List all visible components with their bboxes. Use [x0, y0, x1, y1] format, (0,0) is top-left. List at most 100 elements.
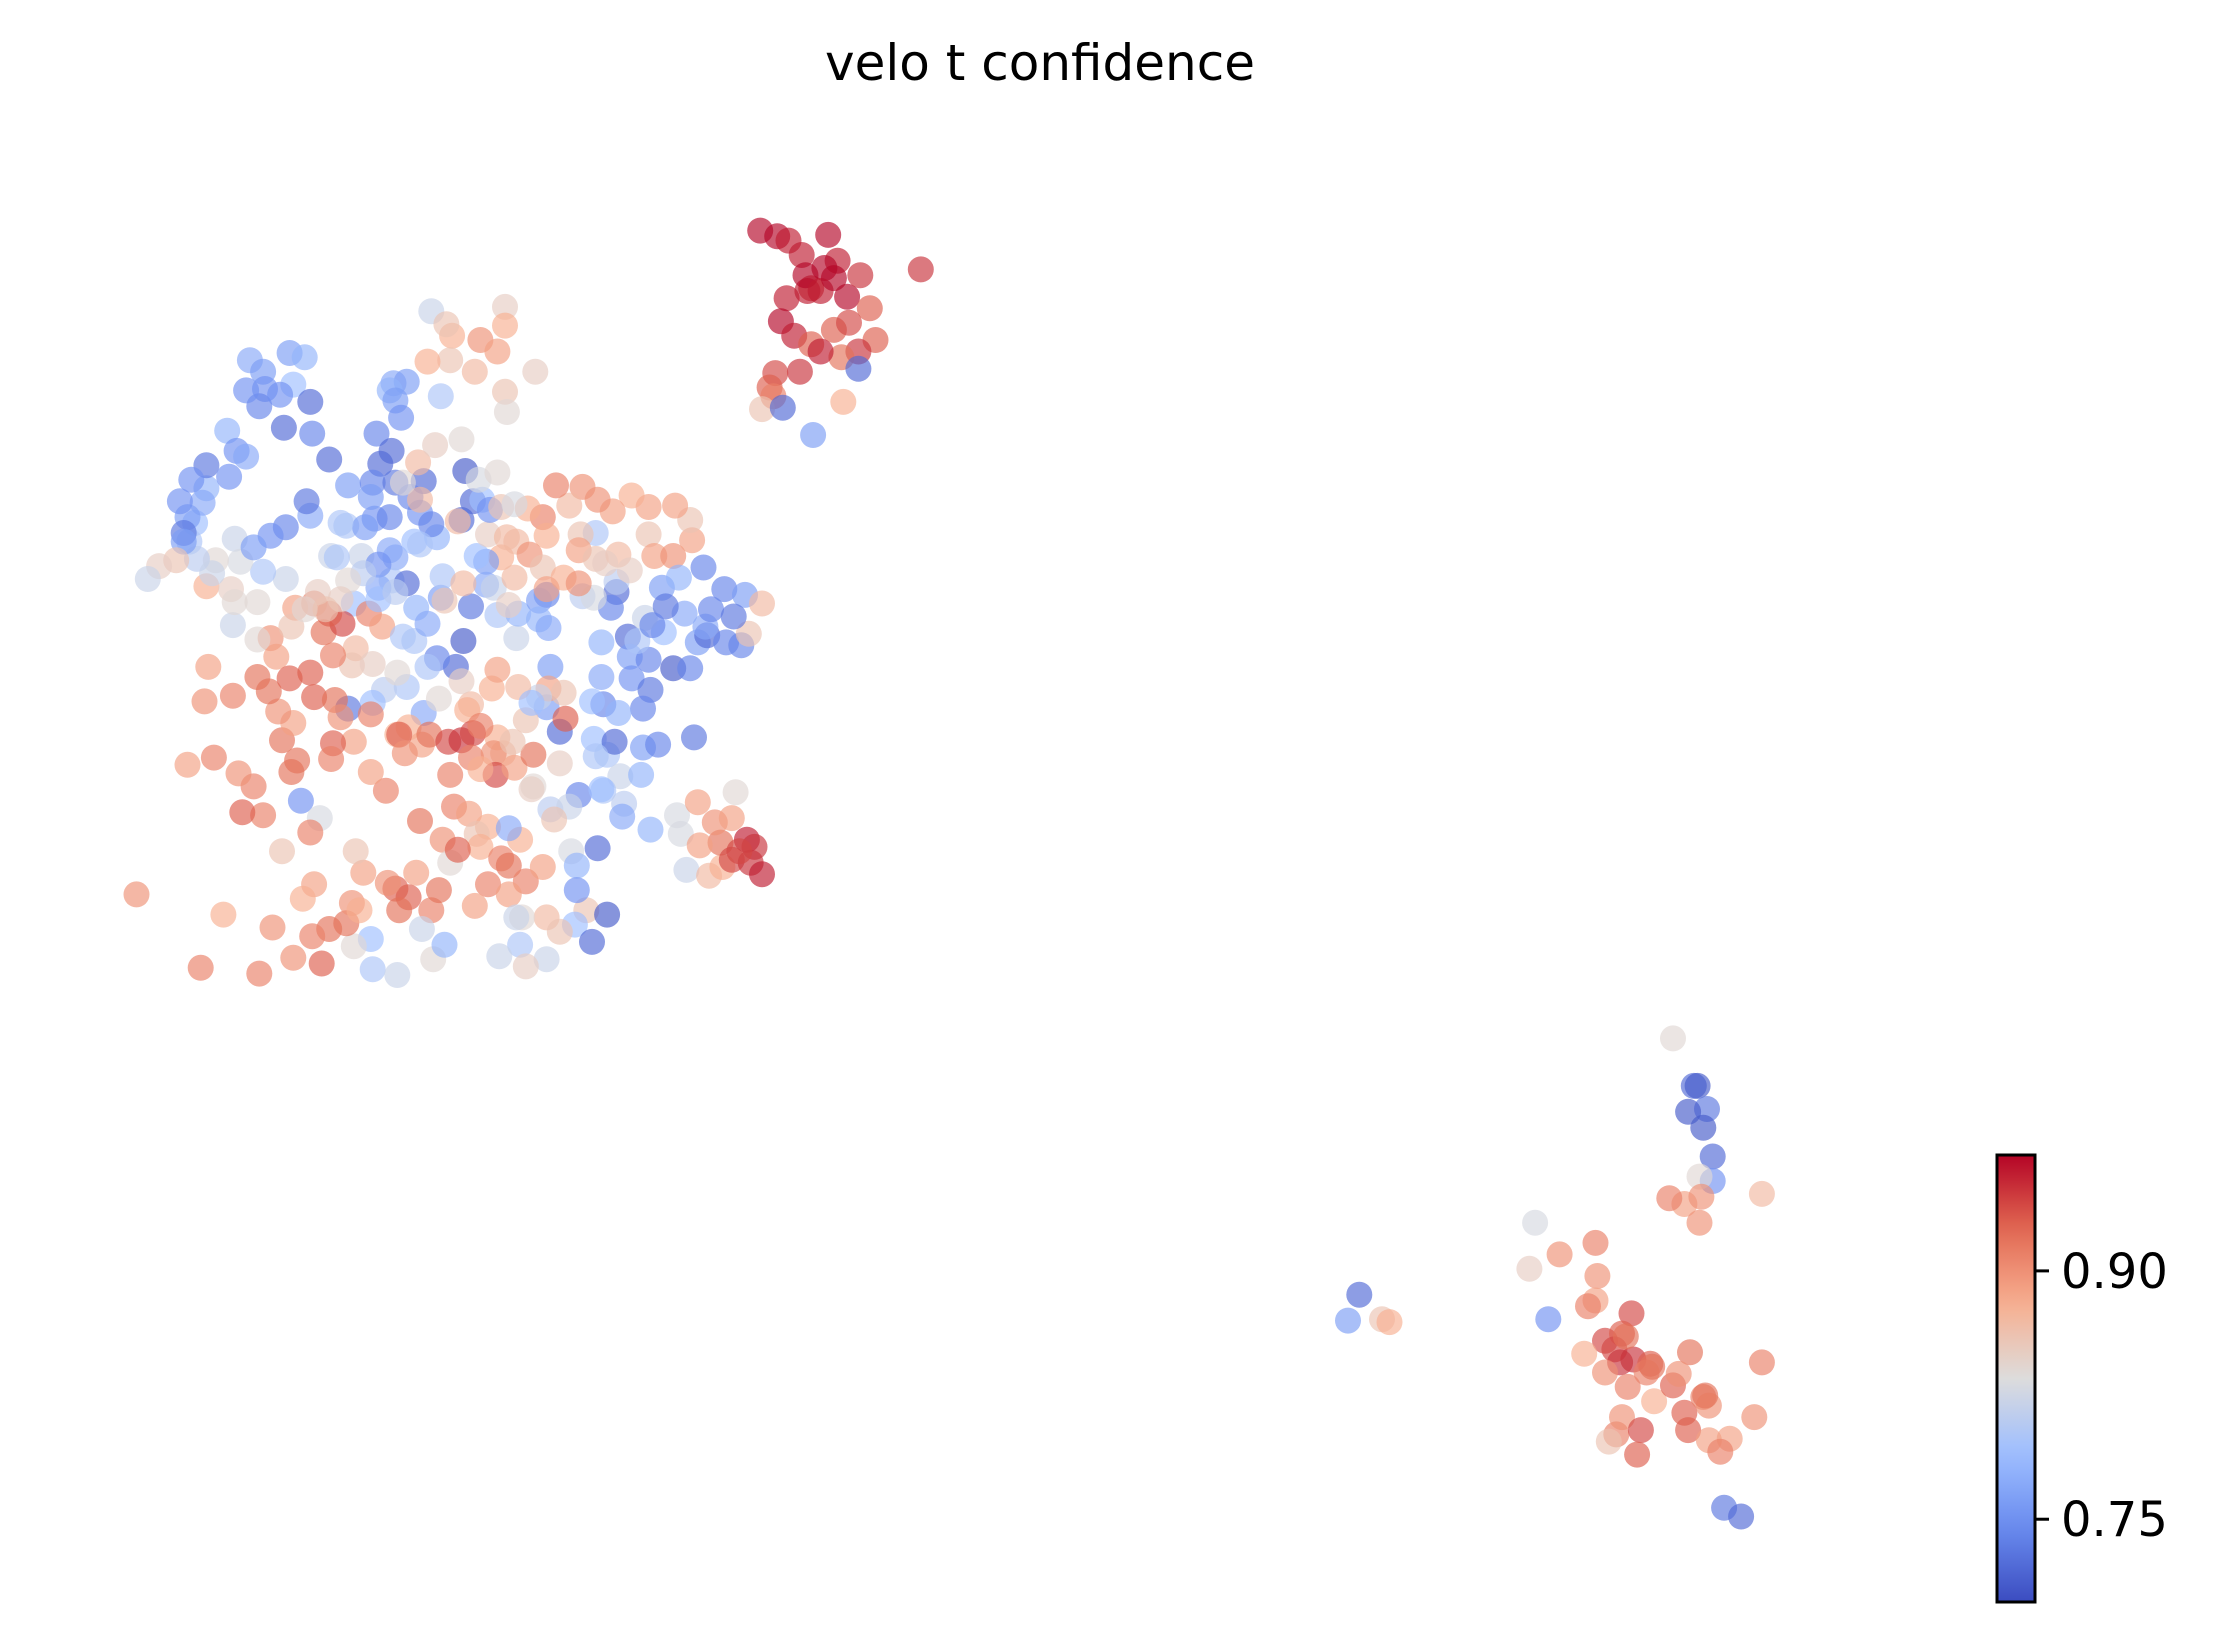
scatter-point [677, 655, 704, 682]
scatter-point [267, 381, 294, 408]
scatter-point [320, 642, 346, 669]
scatter-point [1546, 1241, 1573, 1268]
scatter-point [461, 892, 488, 919]
scatter-point [749, 396, 775, 423]
scatter-point [444, 836, 471, 863]
scatter-point [357, 701, 384, 728]
scatter-point [662, 492, 689, 519]
scatter-point [225, 760, 252, 787]
scatter-point [372, 777, 399, 804]
scatter-point [414, 610, 441, 637]
scatter-point [1571, 1340, 1598, 1367]
scatter-point [679, 527, 706, 554]
scatter-point [389, 469, 416, 496]
scatter-point [270, 414, 297, 441]
scatter-point [407, 531, 433, 558]
scatter-point [495, 852, 522, 879]
scatter-point [495, 881, 522, 908]
scatter-point [529, 854, 556, 880]
scatter-point [711, 576, 738, 603]
scatter-point [1618, 1300, 1645, 1327]
scatter-point [229, 799, 256, 826]
scatter-point [1612, 1323, 1639, 1350]
scatter-point [199, 560, 226, 587]
scatter-point [546, 750, 573, 777]
scatter-point [836, 309, 862, 336]
scatter-point [427, 383, 454, 410]
scatter-point [346, 897, 373, 924]
scatter-point [556, 492, 583, 519]
scatter-point [563, 852, 590, 879]
scatter-point [618, 482, 645, 509]
scatter-point [588, 776, 615, 803]
scatter-point [450, 628, 477, 654]
scatter-point [635, 521, 662, 548]
scatter-point [418, 511, 445, 538]
scatter-point [628, 761, 655, 788]
scatter-point [1624, 1441, 1651, 1468]
scatter-point [450, 570, 477, 597]
scatter-point [635, 646, 662, 673]
scatter-point [830, 388, 857, 415]
scatter-point [244, 626, 271, 653]
scatter-point [301, 684, 328, 711]
scatter-point [240, 534, 267, 561]
scatter-point [1584, 1263, 1611, 1289]
scatter-point [845, 355, 872, 382]
scatter-point [1686, 1163, 1713, 1190]
scatter-point [318, 746, 345, 772]
scatter-point [259, 914, 286, 941]
scatter-point [834, 283, 861, 310]
scatter-point [327, 509, 354, 536]
scatter-point [533, 576, 560, 603]
scatter-point [499, 728, 526, 755]
scatter-point [660, 543, 687, 569]
scatter-point [134, 566, 161, 592]
scatter-point [327, 704, 354, 731]
scatter-point [563, 877, 590, 904]
scatter-point [391, 740, 418, 767]
scatter-point [1686, 1209, 1713, 1236]
scatter-point [276, 665, 303, 692]
scatter-point [340, 933, 367, 960]
scatter-point [1741, 1404, 1768, 1431]
scatter-point [1728, 1503, 1755, 1530]
scatter-point [588, 629, 615, 656]
scatter-point [408, 916, 435, 942]
scatter-point [645, 731, 672, 758]
scatter-point [297, 388, 324, 415]
scatter-point [1575, 1293, 1601, 1320]
scatter-point [807, 338, 834, 365]
scatter-point [195, 653, 222, 680]
scatter-point [250, 802, 277, 829]
scatter-point [429, 563, 456, 590]
scatter-point [308, 950, 335, 977]
scatter-point [773, 285, 800, 312]
scatter-point [467, 756, 494, 783]
scatter-point [414, 348, 441, 375]
scatter-point [588, 664, 615, 690]
scatter-point [166, 488, 193, 515]
scatter-point [495, 592, 522, 618]
scatter-point [665, 564, 692, 591]
scatter-point [278, 759, 305, 785]
scatter-point [503, 625, 530, 652]
scatter-point [630, 695, 656, 722]
scatter-point [1675, 1417, 1702, 1444]
scatter-point [847, 262, 874, 289]
scatter-point [637, 816, 664, 843]
scatter-point [552, 705, 579, 732]
scatter-point [1614, 1373, 1641, 1400]
scatter-point [174, 751, 201, 778]
scatter-point [1677, 1339, 1703, 1366]
scatter-point [582, 743, 609, 770]
scatter-point [1748, 1180, 1775, 1207]
scatter-point [386, 897, 413, 924]
scatter-point [592, 550, 619, 577]
scatter-point [467, 833, 494, 860]
scatter-point [425, 877, 452, 904]
scatter-point [673, 856, 700, 883]
scatter-point [1684, 1072, 1711, 1099]
scatter-point [522, 358, 549, 385]
